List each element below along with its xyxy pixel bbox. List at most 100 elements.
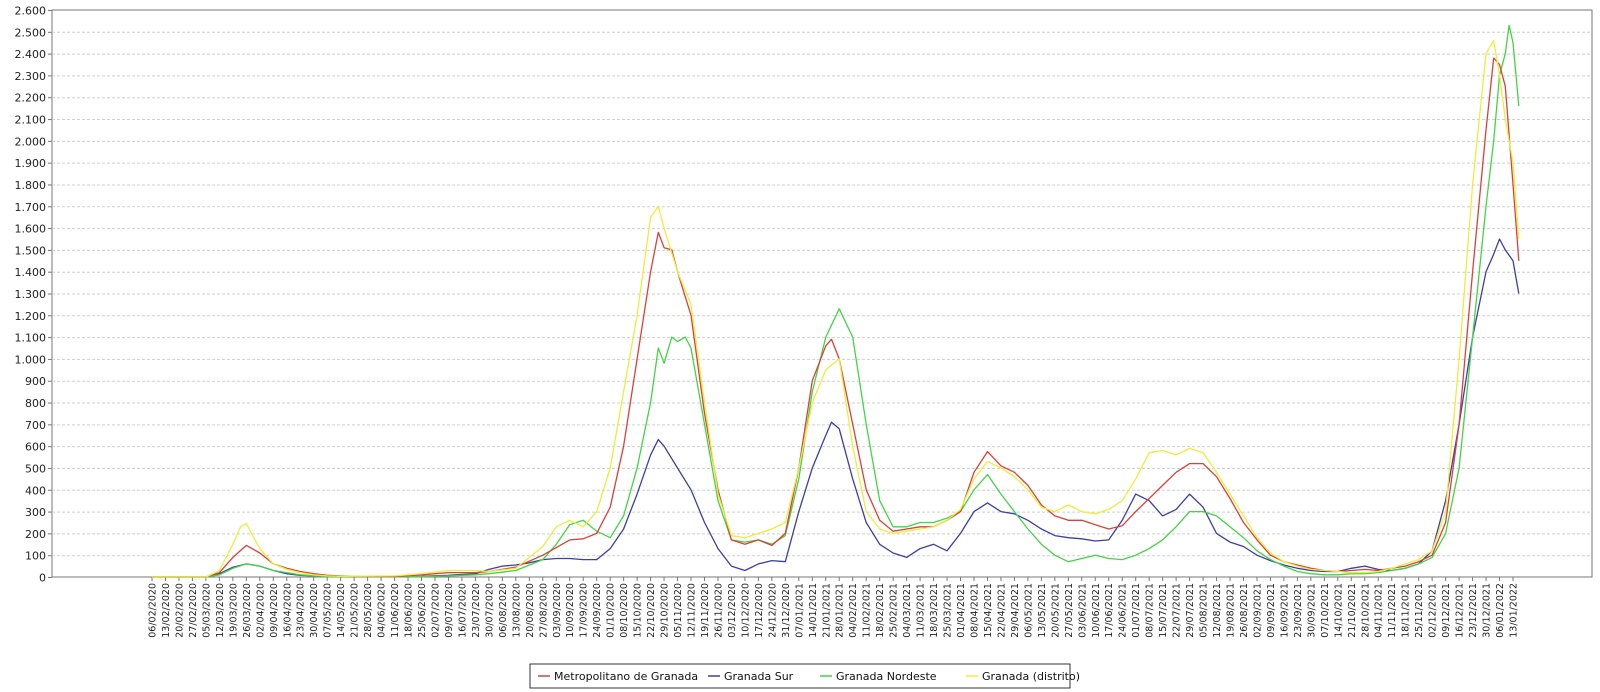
y-tick-label: 1.000 [15, 353, 47, 366]
x-tick-label: 17/06/2021 [1104, 583, 1115, 638]
x-tick-label: 08/07/2021 [1145, 583, 1156, 638]
x-tick-label: 29/10/2020 [660, 583, 671, 638]
x-tick-label: 12/03/2020 [215, 583, 226, 638]
x-tick-label: 15/04/2021 [983, 583, 994, 638]
x-tick-label: 20/08/2020 [525, 583, 536, 638]
grid-lines [52, 31, 1592, 557]
x-tick-label: 08/04/2021 [969, 583, 980, 638]
x-tick-label: 09/12/2021 [1441, 583, 1452, 638]
y-tick-label: 2.100 [15, 114, 47, 127]
series-lines [152, 24, 1520, 578]
x-tick-label: 02/07/2020 [430, 583, 441, 638]
legend: Metropolitano de Granada Granada Sur Grana… [529, 663, 1080, 689]
y-tick-label: 200 [25, 528, 46, 541]
x-tick-label: 11/11/2021 [1387, 583, 1398, 638]
x-tick-label: 16/07/2020 [457, 583, 468, 638]
y-tick-label: 600 [25, 441, 46, 454]
x-tick-label: 04/02/2021 [848, 583, 859, 638]
x-tick-label: 06/01/2022 [1495, 583, 1506, 638]
y-tick-label: 1.600 [15, 223, 47, 236]
x-tick-label: 06/05/2021 [1023, 583, 1034, 638]
x-tick-label: 28/01/2021 [835, 583, 846, 638]
x-tick-label: 10/06/2021 [1091, 583, 1102, 638]
x-tick-label: 19/11/2020 [700, 583, 711, 638]
x-tick-label: 12/11/2020 [687, 583, 698, 638]
y-tick-label: 700 [25, 419, 46, 432]
y-tick-label: 1.800 [15, 179, 47, 192]
x-tick-label: 13/05/2021 [1037, 583, 1048, 638]
x-tick-label: 23/12/2021 [1468, 583, 1479, 638]
x-tick-label: 16/09/2021 [1279, 583, 1290, 638]
x-tick-label: 04/11/2021 [1374, 583, 1385, 638]
x-tick-label: 25/02/2021 [889, 583, 900, 638]
x-tick-label: 16/12/2021 [1455, 583, 1466, 638]
x-tick-label: 03/06/2021 [1077, 583, 1088, 638]
x-tick-label: 23/09/2021 [1293, 583, 1304, 638]
x-tick-label: 01/07/2021 [1131, 583, 1142, 638]
x-tick-label: 11/02/2021 [862, 583, 873, 638]
legend-label: Metropolitano de Granada [554, 670, 698, 683]
x-tick-label: 09/04/2020 [269, 583, 280, 638]
x-tick-label: 25/03/2021 [943, 583, 954, 638]
y-tick-label: 800 [25, 397, 46, 410]
x-tick-label: 22/10/2020 [646, 583, 657, 638]
x-tick-label: 29/07/2021 [1185, 583, 1196, 638]
x-tick-label: 05/11/2020 [673, 583, 684, 638]
x-tick-label: 27/05/2021 [1064, 583, 1075, 638]
x-tick-label: 21/10/2021 [1347, 583, 1358, 638]
x-tick-label: 12/08/2021 [1212, 583, 1223, 638]
x-tick-label: 11/03/2021 [916, 583, 927, 638]
x-tick-label: 24/12/2020 [767, 583, 778, 638]
y-tick-label: 1.500 [15, 244, 47, 257]
y-axis: 0 100 200 300 400 500 600 700 800 900 1.000 1.100 1.… [15, 5, 52, 585]
x-tick-label: 13/01/2022 [1509, 583, 1520, 638]
x-tick-label: 04/03/2021 [902, 583, 913, 638]
y-tick-label: 2.000 [15, 135, 47, 148]
y-tick-label: 2.400 [15, 48, 47, 61]
x-tick-label: 03/09/2020 [552, 583, 563, 638]
x-tick-label: 18/06/2020 [404, 583, 415, 638]
x-tick-label: 20/05/2021 [1050, 583, 1061, 638]
series-line [152, 24, 1520, 578]
x-tick-label: 21/01/2021 [821, 583, 832, 638]
x-tick-label: 22/07/2021 [1172, 583, 1183, 638]
x-tick-label: 30/09/2021 [1306, 583, 1317, 638]
x-tick-label: 07/01/2021 [794, 583, 805, 638]
x-tick-label: 31/12/2020 [781, 583, 792, 638]
x-tick-label: 26/03/2020 [242, 583, 253, 638]
x-tick-label: 17/09/2020 [579, 583, 590, 638]
x-tick-label: 02/09/2021 [1252, 583, 1263, 638]
x-tick-label: 27/08/2020 [538, 583, 549, 638]
x-tick-label: 13/02/2020 [161, 583, 172, 638]
y-tick-label: 2.300 [15, 70, 47, 83]
x-tick-label: 04/06/2020 [377, 583, 388, 638]
y-tick-label: 2.200 [15, 92, 47, 105]
y-tick-label: 2.600 [15, 5, 47, 18]
x-tick-label: 01/04/2021 [956, 583, 967, 638]
x-tick-label: 25/06/2020 [417, 583, 428, 638]
x-tick-label: 20/02/2020 [174, 583, 185, 638]
x-tick-label: 28/10/2021 [1360, 583, 1371, 638]
x-tick-label: 11/06/2020 [390, 583, 401, 638]
x-tick-label: 15/10/2020 [633, 583, 644, 638]
legend-box [529, 663, 1071, 689]
x-tick-label: 22/04/2021 [996, 583, 1007, 638]
x-tick-label: 24/06/2021 [1118, 583, 1129, 638]
x-tick-label: 05/08/2021 [1199, 583, 1210, 638]
y-tick-label: 100 [25, 550, 46, 563]
x-tick-label: 09/07/2020 [444, 583, 455, 638]
x-tick-label: 18/02/2021 [875, 583, 886, 638]
y-tick-label: 1.100 [15, 332, 47, 345]
legend-label: Granada (distrito) [982, 670, 1080, 683]
x-tick-label: 19/03/2020 [228, 583, 239, 638]
x-tick-label: 14/10/2021 [1333, 583, 1344, 638]
x-tick-label: 26/08/2021 [1239, 583, 1250, 638]
x-tick-label: 02/04/2020 [255, 583, 266, 638]
y-tick-label: 900 [25, 375, 46, 388]
x-tick-label: 28/05/2020 [363, 583, 374, 638]
y-tick-label: 2.500 [15, 26, 47, 39]
x-tick-label: 23/04/2020 [296, 583, 307, 638]
x-tick-label: 06/08/2020 [498, 583, 509, 638]
x-tick-label: 08/10/2020 [619, 583, 630, 638]
